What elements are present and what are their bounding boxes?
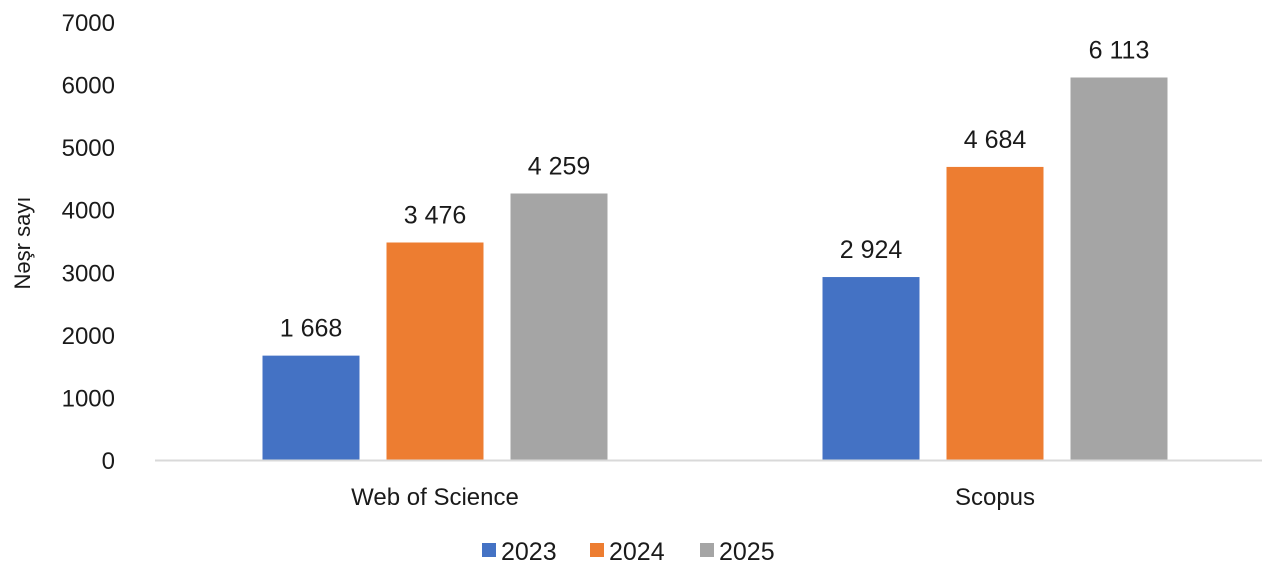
x-category-label: Web of Science <box>351 484 519 511</box>
bar-2023-web-of-science <box>262 355 360 460</box>
data-label: 4 259 <box>528 153 591 181</box>
legend-label: 2023 <box>501 538 557 566</box>
data-label: 2 924 <box>840 236 903 264</box>
category-labels: Web of Science Scopus <box>351 484 1035 511</box>
y-axis-title: Nəşr sayı <box>10 197 35 290</box>
data-label: 6 113 <box>1089 37 1150 65</box>
y-tick-label: 3000 <box>62 260 115 287</box>
legend-swatch <box>482 543 496 557</box>
bar-2024-scopus <box>946 166 1044 460</box>
legend-item-2023: 2023 <box>482 538 557 566</box>
bar-2025-scopus <box>1070 77 1168 460</box>
legend-label: 2025 <box>719 538 775 566</box>
data-label: 1 668 <box>280 315 343 343</box>
legend-item-2025: 2025 <box>700 538 775 566</box>
data-labels-group: 1 668 3 476 4 259 2 924 4 684 6 113 <box>280 37 1150 343</box>
bar-2023-scopus <box>822 277 920 460</box>
x-category-label: Scopus <box>955 484 1035 511</box>
legend-swatch <box>590 543 604 557</box>
y-tick-label: 2000 <box>62 323 115 350</box>
y-tick-label: 1000 <box>62 385 115 412</box>
data-label: 4 684 <box>964 126 1027 154</box>
legend: 2023 2024 2025 <box>482 538 775 566</box>
bars-group <box>262 77 1168 460</box>
y-axis-ticks: 0 1000 2000 3000 4000 5000 6000 7000 <box>62 10 115 475</box>
y-tick-label: 7000 <box>62 10 115 37</box>
y-tick-label: 5000 <box>62 135 115 162</box>
legend-swatch <box>700 543 714 557</box>
legend-label: 2024 <box>609 538 665 566</box>
y-tick-label: 4000 <box>62 198 115 225</box>
bar-2024-web-of-science <box>386 242 484 460</box>
data-label: 3 476 <box>404 202 467 230</box>
y-tick-label: 0 <box>102 448 115 475</box>
bar-2025-web-of-science <box>510 193 608 460</box>
y-tick-label: 6000 <box>62 73 115 100</box>
legend-item-2024: 2024 <box>590 538 665 566</box>
